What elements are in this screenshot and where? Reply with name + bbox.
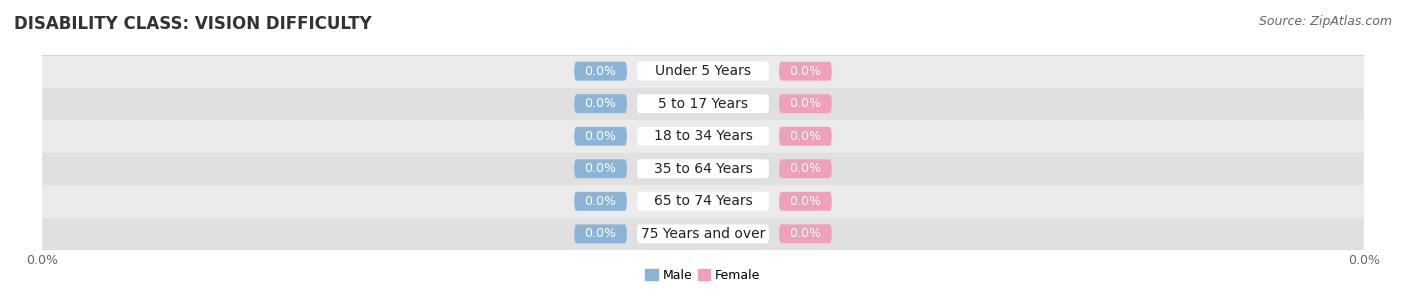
FancyBboxPatch shape [574,127,627,146]
Text: 5 to 17 Years: 5 to 17 Years [658,97,748,111]
Text: 0.0%: 0.0% [585,97,617,110]
Text: 0.0%: 0.0% [789,97,821,110]
FancyBboxPatch shape [574,94,627,113]
Text: DISABILITY CLASS: VISION DIFFICULTY: DISABILITY CLASS: VISION DIFFICULTY [14,15,371,33]
FancyBboxPatch shape [779,159,832,178]
Text: 65 to 74 Years: 65 to 74 Years [654,194,752,208]
Text: 0.0%: 0.0% [789,162,821,175]
Text: 0.0%: 0.0% [789,227,821,240]
Text: 75 Years and over: 75 Years and over [641,227,765,241]
FancyBboxPatch shape [637,127,769,146]
FancyBboxPatch shape [779,224,832,243]
FancyBboxPatch shape [42,217,1364,250]
FancyBboxPatch shape [779,62,832,81]
FancyBboxPatch shape [779,192,832,211]
FancyBboxPatch shape [637,224,769,243]
FancyBboxPatch shape [574,192,627,211]
Text: 0.0%: 0.0% [789,195,821,208]
FancyBboxPatch shape [574,224,627,243]
FancyBboxPatch shape [637,192,769,211]
Text: 18 to 34 Years: 18 to 34 Years [654,129,752,143]
Legend: Male, Female: Male, Female [641,264,765,287]
FancyBboxPatch shape [574,159,627,178]
FancyBboxPatch shape [42,185,1364,217]
Text: Under 5 Years: Under 5 Years [655,64,751,78]
Text: 0.0%: 0.0% [585,195,617,208]
FancyBboxPatch shape [42,152,1364,185]
FancyBboxPatch shape [574,62,627,81]
Text: 0.0%: 0.0% [585,162,617,175]
FancyBboxPatch shape [779,94,832,113]
Text: 35 to 64 Years: 35 to 64 Years [654,162,752,176]
FancyBboxPatch shape [779,127,832,146]
Text: 0.0%: 0.0% [789,65,821,78]
FancyBboxPatch shape [42,88,1364,120]
FancyBboxPatch shape [637,62,769,81]
FancyBboxPatch shape [42,55,1364,88]
Text: Source: ZipAtlas.com: Source: ZipAtlas.com [1258,15,1392,28]
FancyBboxPatch shape [42,120,1364,152]
Text: 0.0%: 0.0% [585,130,617,143]
Text: 0.0%: 0.0% [585,227,617,240]
FancyBboxPatch shape [637,94,769,113]
FancyBboxPatch shape [637,159,769,178]
Text: 0.0%: 0.0% [789,130,821,143]
Text: 0.0%: 0.0% [585,65,617,78]
